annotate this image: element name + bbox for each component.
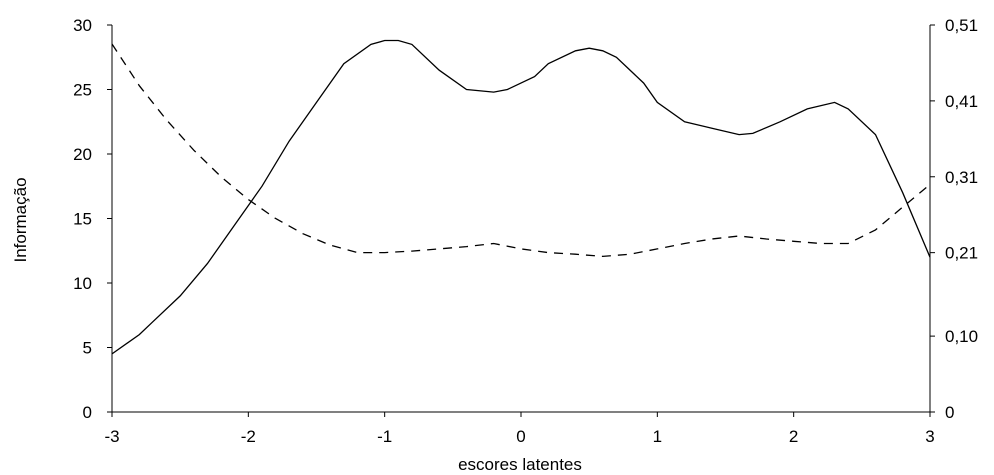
- axis-labels: Informação escores latentes: [11, 177, 582, 474]
- x-tick-label: -2: [241, 427, 256, 446]
- x-tick-label: -1: [377, 427, 392, 446]
- y-tick-label: 10: [73, 274, 92, 293]
- y-tick-label: 25: [73, 81, 92, 100]
- y2-tick-label: 0,31: [945, 168, 978, 187]
- y-tick-label: 5: [83, 339, 92, 358]
- y2-tick-label: 0,51: [945, 16, 978, 35]
- y-tick-label: 20: [73, 145, 92, 164]
- y-tick-label: 0: [83, 403, 92, 422]
- y2-tick-label: 0,10: [945, 327, 978, 346]
- y2-tick-label: 0: [945, 403, 954, 422]
- x-tick-label: 1: [653, 427, 662, 446]
- x-tick-label: 0: [516, 427, 525, 446]
- x-tick-label: 2: [789, 427, 798, 446]
- y-axis-label: Informação: [11, 177, 30, 262]
- y2-tick-label: 0,41: [945, 92, 978, 111]
- y-tick-label: 30: [73, 16, 92, 35]
- solid-series-line: [111, 39, 931, 355]
- x-tick-label: -3: [104, 427, 119, 446]
- x-tick-label: 3: [925, 427, 934, 446]
- dashed-series-line: [111, 43, 931, 258]
- axes: 0 5 10 15 20 25 30 0 0,10 0,21 0,31 0,41 0,51 -3 -2 -1 0…: [73, 16, 978, 446]
- y2-tick-label: 0,21: [945, 244, 978, 263]
- plot-area: [111, 39, 931, 355]
- y-tick-label: 15: [73, 210, 92, 229]
- x-axis-label: escores latentes: [458, 455, 582, 474]
